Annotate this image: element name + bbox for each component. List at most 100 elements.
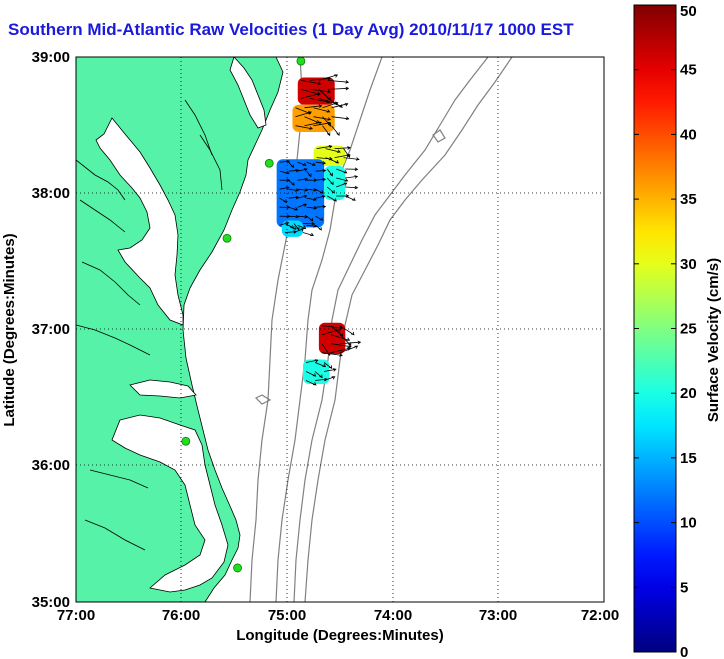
velocity-arrow [288,168,300,173]
station-marker [296,57,306,66]
velocity-arrow [315,224,322,231]
velocity-arrow [323,376,336,381]
y-tick-label: 37:00 [32,321,70,338]
albemarle-sound [129,379,197,399]
velocity-arrow [315,205,327,209]
colorbar-tick-label: 30 [680,256,697,273]
velocity-arrow [297,203,307,208]
chesapeake-bay [95,117,184,326]
velocity-arrow [331,103,349,109]
map-title: Southern Mid-Atlantic Raw Velocities (1 … [8,20,574,39]
y-tick-label: 35:00 [32,594,70,611]
velocity-arrow [315,177,327,182]
velocity-arrow [300,80,322,85]
x-tick-label: 76:00 [162,607,200,624]
velocity-arrow [279,197,288,204]
velocity-arrow [327,195,337,202]
velocity-vectors [279,74,362,386]
rivers [76,99,223,551]
velocity-arrow [306,215,314,222]
velocity-arrow [315,195,326,199]
velocity-arrow [331,125,340,136]
y-axis: 39:00 38:00 37:00 36:00 35:00 Latitude (… [1,49,70,611]
velocity-arrow [279,186,290,190]
x-tick-label: 75:00 [268,607,306,624]
velocity-arrow [327,86,350,91]
x-tick-label: 73:00 [479,607,517,624]
velocity-arrow [293,228,305,233]
velocity-arrow [336,182,348,188]
bathymetry-contours [249,57,513,602]
velocity-arrow [339,325,355,336]
colorbar-tick-label: 20 [680,385,697,402]
velocity-patch [297,77,335,105]
velocity-patch [318,322,346,355]
colorbar-tick-label: 50 [680,3,697,20]
grid [76,57,604,602]
velocity-arrow [297,168,308,172]
colorbar-tick-label: 15 [680,450,697,467]
velocity-patch [292,104,335,132]
velocity-arrow [288,188,300,192]
velocity-arrow [297,195,308,199]
x-tick-label: 72:00 [581,607,619,624]
velocity-arrow [297,188,309,192]
velocity-arrow [322,116,331,127]
colorbar-tick-label: 45 [680,62,697,79]
velocity-arrow [288,179,295,186]
x-axis-label: Longitude (Degrees:Minutes) [236,627,444,644]
velocity-arrow [306,224,318,228]
velocity-arrow [345,167,359,171]
velocity-arrow [318,74,339,81]
velocity-arrow [343,157,360,161]
velocity-arrow [345,185,359,190]
plot-frame [75,56,605,603]
velocity-arrow [300,93,321,99]
colorbar-tick-label: 0 [680,644,688,659]
velocity-arrow [330,343,352,348]
velocity-arrow [302,221,316,226]
station-marker [233,563,242,573]
velocity-arrow [284,223,295,229]
velocity-arrow [315,161,327,165]
velocity-arrow [314,371,323,379]
velocity-arrow [316,145,333,149]
velocity-arrow [345,175,359,179]
land-mass [76,57,284,602]
velocity-patch [324,166,346,201]
velocity-arrow [343,148,351,158]
velocity-arrow [305,371,317,377]
velocity-arrow [306,197,317,201]
colorbar-tick-label: 40 [680,126,697,143]
velocity-arrow [314,362,327,368]
velocity-arrow [297,161,307,166]
velocity-arrow [322,102,339,109]
velocity-arrow [345,195,356,201]
velocity-arrow [326,168,333,177]
velocity-arrow [327,80,350,84]
velocity-arrow [321,352,343,357]
delaware-bay [229,57,267,129]
x-axis: 77:00 76:00 75:00 74:00 73:00 72:00 Long… [57,607,619,644]
velocity-arrow [336,168,348,174]
velocity-arrow [339,340,362,345]
velocity-arrow [325,157,340,164]
velocity-arrow [326,177,334,186]
velocity-arrow [305,359,319,363]
velocity-arrow [339,345,359,354]
hf-radar-stations [181,57,306,573]
velocity-arrow [293,223,300,231]
velocity-arrow [305,380,317,386]
velocity-arrow [323,362,333,369]
y-tick-label: 36:00 [32,457,70,474]
colorbar-tick-label: 25 [680,321,697,338]
velocity-arrow [295,125,313,130]
velocity-arrow [313,116,332,121]
station-marker [264,158,274,168]
x-tick-label: 74:00 [374,607,412,624]
velocity-arrow [323,368,337,372]
velocity-arrow [315,169,327,173]
velocity-arrow [295,111,312,118]
colorbar-tick-label: 10 [680,515,697,532]
